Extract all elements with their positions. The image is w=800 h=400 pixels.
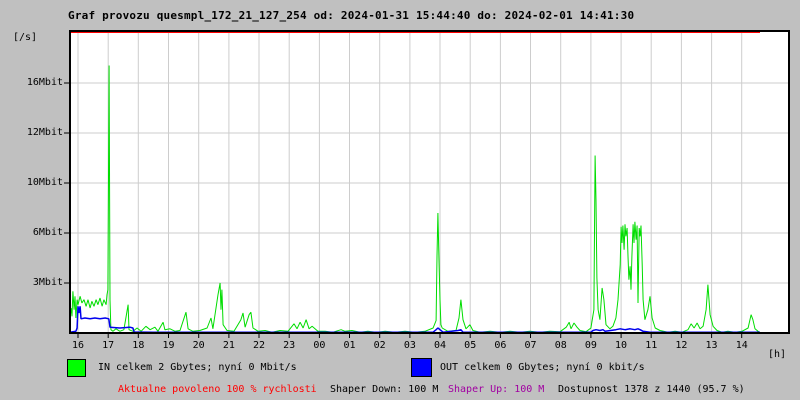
x-tick-label-00: 00 — [313, 340, 326, 351]
in-legend-swatch — [67, 359, 86, 377]
x-tick-label-18: 18 — [132, 340, 145, 351]
status-availability: Dostupnost 1378 z 1440 (95.7 %) — [558, 384, 745, 395]
x-tick-label-19: 19 — [162, 340, 175, 351]
x-tick-label-07: 07 — [524, 340, 537, 351]
x-tick-label-09: 09 — [584, 340, 597, 351]
x-tick-label-20: 20 — [192, 340, 205, 351]
y-tick-label-10Mbit: 10Mbit — [26, 177, 63, 188]
graph-title: Graf provozu quesmpl_172_21_127_254 od: … — [68, 9, 635, 22]
x-tick-label-02: 02 — [373, 340, 386, 351]
status-shaper-down: Shaper Down: 100 M — [330, 384, 439, 395]
x-tick-label-17: 17 — [102, 340, 115, 351]
x-tick-label-21: 21 — [222, 340, 235, 351]
status-shaper-up: Shaper Up: 100 M — [448, 384, 545, 395]
x-axis-unit-label: [h] — [768, 349, 787, 360]
x-tick-label-03: 03 — [403, 340, 416, 351]
out-legend-swatch — [411, 358, 432, 377]
y-axis-unit-label: [/s] — [13, 32, 38, 43]
x-tick-label-11: 11 — [645, 340, 658, 351]
y-tick-label-6Mbit: 6Mbit — [32, 227, 63, 238]
y-tick-label-12Mbit: 12Mbit — [26, 127, 63, 138]
x-tick-label-08: 08 — [554, 340, 567, 351]
x-tick-label-10: 10 — [615, 340, 628, 351]
x-tick-label-22: 22 — [252, 340, 266, 351]
x-tick-label-23: 23 — [283, 340, 296, 351]
x-tick-label-14: 14 — [735, 340, 748, 351]
x-tick-label-12: 12 — [675, 340, 688, 351]
x-tick-label-01: 01 — [343, 340, 356, 351]
x-tick-label-05: 05 — [464, 340, 477, 351]
in-legend-label: IN celkem 2 Gbytes; nyní 0 Mbit/s — [98, 362, 297, 373]
status-allowed-speed: Aktualne povoleno 100 % rychlosti — [118, 384, 317, 395]
x-tick-label-04: 04 — [434, 340, 447, 351]
x-tick-label-16: 16 — [71, 340, 85, 351]
x-tick-label-06: 06 — [494, 340, 507, 351]
out-legend-label: OUT celkem 0 Gbytes; nyní 0 kbit/s — [440, 362, 645, 373]
y-tick-label-3Mbit: 3Mbit — [32, 277, 63, 288]
y-tick-label-16Mbit: 16Mbit — [26, 77, 63, 88]
x-tick-label-13: 13 — [705, 340, 718, 351]
